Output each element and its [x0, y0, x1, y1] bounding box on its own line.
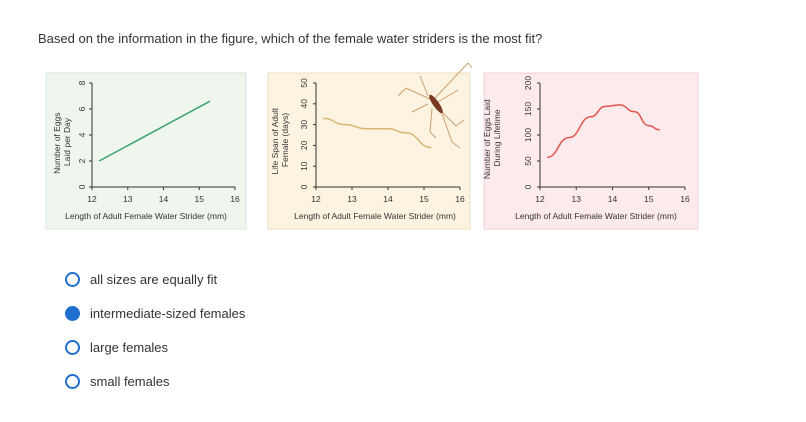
chart-3-y-tick-label: 200	[523, 76, 533, 90]
chart-3-ylabel: Number of Eggs Laid During Lifetime	[482, 97, 502, 179]
chart-1-x-tick-label: 14	[159, 194, 169, 204]
chart-2-y-tick-label: 40	[299, 99, 309, 109]
question-text: Based on the information in the figure, …	[38, 31, 543, 46]
chart-2-ylabel: Life Span of Adult Female (days)	[270, 105, 290, 174]
chart-1-y-tick-label: 4	[77, 132, 87, 137]
radio-button[interactable]	[65, 373, 80, 389]
chart-3-y-tick-label: 150	[523, 102, 533, 116]
chart-2-y-tick-label: 20	[299, 140, 309, 150]
chart-3-x-tick-label: 15	[644, 194, 654, 204]
chart-2-y-tick-label: 50	[299, 78, 309, 88]
chart-3-y-tick-label: 0	[523, 184, 533, 189]
chart-1-x-tick-label: 13	[123, 194, 133, 204]
chart-2-y-tick-label: 10	[299, 161, 309, 171]
chart-panel-2: Life Span of Adult Female (days) 12 13 14 1…	[267, 62, 473, 230]
chart-1-background	[45, 72, 247, 230]
figure: Number of Eggs Laid per Day 12 13 14 15 16 0 2…	[45, 62, 699, 230]
chart-1-x-tick-label: 12	[87, 194, 97, 204]
chart-panel-3: Number of Eggs Laid During Lifetime 12 13…	[482, 72, 699, 230]
answer-options: all sizes are equally fit intermediate-si…	[65, 262, 245, 398]
chart-1-xlabel: Length of Adult Female Water Strider (mm…	[65, 211, 227, 221]
chart-1-y-tick-label: 8	[77, 80, 87, 85]
radio-button[interactable]	[65, 305, 80, 321]
chart-2-x-tick-label: 12	[311, 194, 321, 204]
chart-1-ylabel: Number of Eggs Laid per Day	[52, 110, 72, 174]
chart-3-y-tick-label: 100	[523, 128, 533, 142]
chart-1-y-tick-label: 2	[77, 158, 87, 163]
chart-2-y-tick-label: 0	[299, 184, 309, 189]
answer-option[interactable]: intermediate-sized females	[65, 296, 245, 330]
chart-panel-1: Number of Eggs Laid per Day 12 13 14 15 16 0 2…	[45, 72, 247, 230]
chart-2-x-tick-label: 15	[419, 194, 429, 204]
chart-1-x-tick-label: 16	[230, 194, 240, 204]
chart-1-y-tick-label: 6	[77, 106, 87, 111]
chart-3-background	[483, 72, 699, 230]
chart-1-series-line	[98, 100, 211, 162]
answer-option-label: all sizes are equally fit	[90, 271, 218, 287]
chart-1-ylabel-line2: Laid per Day	[62, 117, 72, 166]
chart-2-x-tick-label: 14	[383, 194, 393, 204]
chart-1-x-tick-label: 15	[195, 194, 205, 204]
answer-option-label: small females	[90, 373, 170, 389]
answer-option-label: large females	[90, 339, 169, 355]
water-strider-body	[429, 94, 443, 114]
chart-3-x-tick-label: 14	[608, 194, 618, 204]
water-strider-illustration	[397, 62, 473, 149]
answer-option[interactable]: large females	[65, 330, 245, 364]
chart-2-series-line	[323, 117, 432, 149]
answer-option[interactable]: small females	[65, 364, 245, 398]
answer-option[interactable]: all sizes are equally fit	[65, 262, 245, 296]
chart-2-x-tick-label: 16	[455, 194, 465, 204]
chart-3-series-line	[547, 104, 660, 159]
answer-option-label: intermediate-sized females	[90, 305, 246, 321]
chart-3-x-tick-label: 16	[680, 194, 690, 204]
chart-3-x-tick-label: 13	[572, 194, 582, 204]
radio-button[interactable]	[65, 339, 80, 355]
chart-3-y-tick-label: 50	[523, 156, 533, 166]
chart-2-x-tick-label: 13	[347, 194, 357, 204]
chart-1-ylabel-line1: Number of Eggs	[52, 112, 62, 173]
chart-2-background	[267, 72, 471, 230]
chart-3-xlabel: Length of Adult Female Water Strider (mm…	[515, 211, 677, 221]
chart-1-y-tick-label: 0	[77, 184, 87, 189]
chart-2-xlabel: Length of Adult Female Water Strider (mm…	[294, 211, 456, 221]
radio-button[interactable]	[65, 271, 80, 287]
chart-3-x-tick-label: 12	[535, 194, 545, 204]
chart-2-y-tick-label: 30	[299, 120, 309, 130]
